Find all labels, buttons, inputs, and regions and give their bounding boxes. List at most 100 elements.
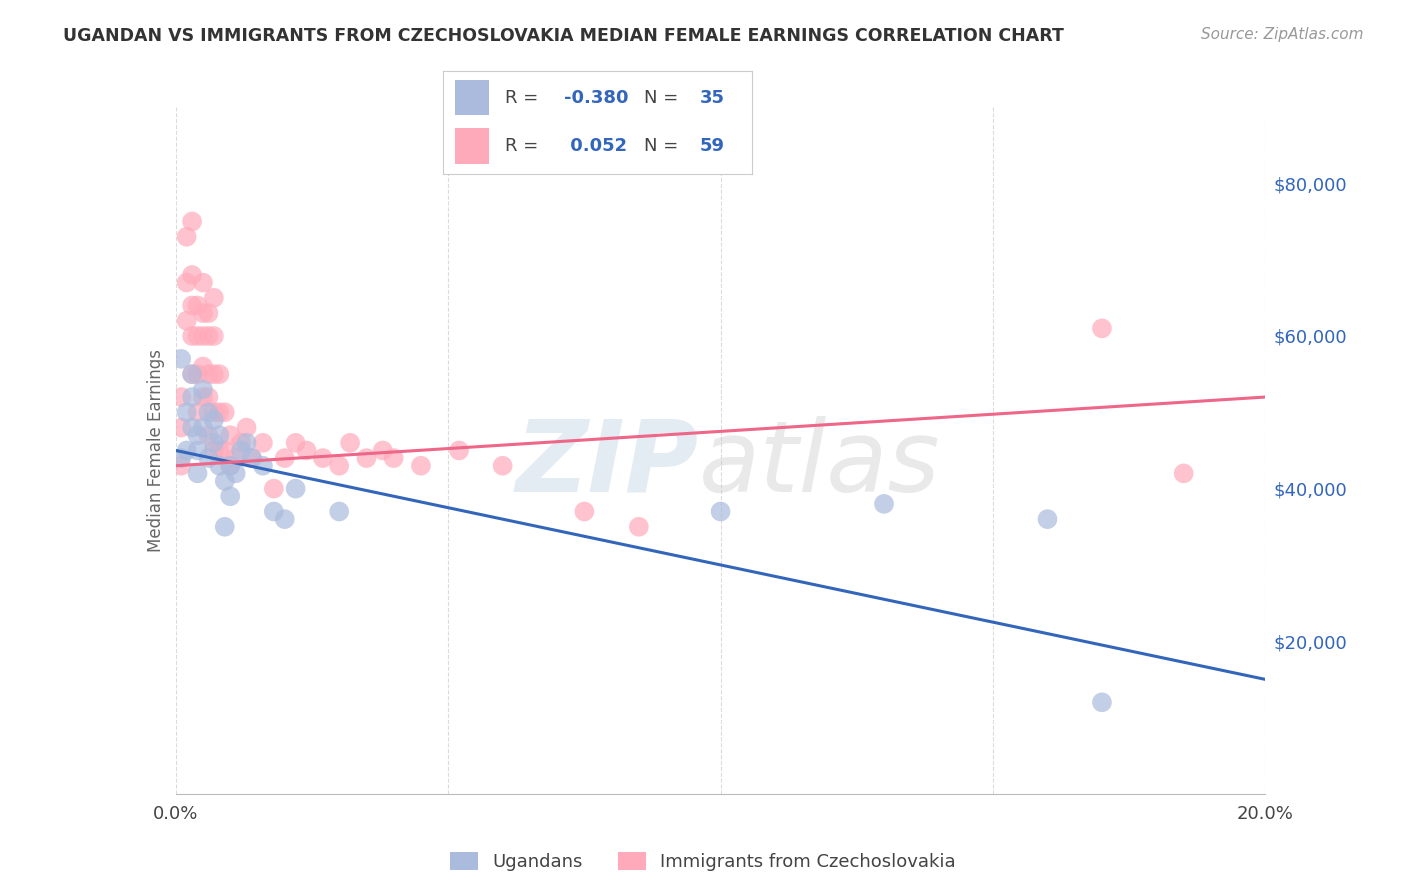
Point: [170, 351, 193, 366]
Text: N =: N =: [644, 137, 683, 155]
Point: [263, 482, 285, 496]
Point: [214, 405, 236, 419]
Point: [356, 451, 378, 466]
Point: [225, 451, 247, 466]
Point: [170, 420, 193, 434]
Text: atlas: atlas: [699, 416, 941, 513]
Point: [186, 329, 209, 343]
Point: [574, 504, 596, 518]
Point: [202, 435, 225, 450]
Point: [447, 443, 470, 458]
Point: [176, 405, 198, 419]
Point: [231, 435, 253, 450]
Point: [214, 520, 236, 534]
Point: [235, 420, 257, 434]
Point: [274, 451, 297, 466]
Point: [197, 428, 219, 442]
Point: [191, 306, 214, 320]
Text: 35: 35: [700, 89, 724, 107]
Point: [181, 367, 204, 381]
Point: [263, 504, 285, 518]
Point: [202, 367, 225, 381]
Point: [202, 443, 225, 458]
Point: [186, 298, 209, 312]
Point: [202, 413, 225, 427]
Point: [181, 390, 204, 404]
Text: UGANDAN VS IMMIGRANTS FROM CZECHOSLOVAKIA MEDIAN FEMALE EARNINGS CORRELATION CHA: UGANDAN VS IMMIGRANTS FROM CZECHOSLOVAKI…: [63, 27, 1064, 45]
Point: [492, 458, 515, 473]
Point: [170, 390, 193, 404]
Point: [176, 314, 198, 328]
Text: Source: ZipAtlas.com: Source: ZipAtlas.com: [1201, 27, 1364, 42]
Point: [208, 405, 231, 419]
Point: [197, 405, 219, 419]
Point: [382, 451, 405, 466]
Point: [186, 428, 209, 442]
Text: R =: R =: [505, 89, 544, 107]
Point: [208, 367, 231, 381]
Point: [710, 504, 733, 518]
FancyBboxPatch shape: [456, 128, 489, 163]
Point: [371, 443, 394, 458]
Point: [181, 420, 204, 434]
Point: [295, 443, 318, 458]
Point: [252, 458, 274, 473]
Point: [191, 276, 214, 290]
Point: [186, 467, 209, 481]
Point: [312, 451, 335, 466]
Point: [274, 512, 297, 526]
Point: [191, 329, 214, 343]
Point: [225, 467, 247, 481]
Point: [197, 329, 219, 343]
Point: [627, 520, 650, 534]
Point: [186, 443, 209, 458]
Point: [181, 367, 204, 381]
Point: [191, 420, 214, 434]
Y-axis label: Median Female Earnings: Median Female Earnings: [146, 349, 165, 552]
Text: ZIP: ZIP: [516, 416, 699, 513]
Point: [240, 451, 263, 466]
Point: [181, 214, 204, 228]
Point: [176, 443, 198, 458]
Point: [328, 458, 350, 473]
FancyBboxPatch shape: [456, 79, 489, 115]
Point: [170, 458, 193, 473]
Point: [186, 367, 209, 381]
Point: [186, 405, 209, 419]
Text: 0.052: 0.052: [564, 137, 627, 155]
Point: [873, 497, 896, 511]
Point: [197, 367, 219, 381]
Point: [1091, 695, 1114, 709]
Legend: Ugandans, Immigrants from Czechoslovakia: Ugandans, Immigrants from Czechoslovakia: [443, 845, 963, 879]
Point: [252, 435, 274, 450]
Point: [181, 268, 204, 282]
Point: [176, 276, 198, 290]
Point: [328, 504, 350, 518]
Point: [1173, 467, 1195, 481]
Point: [181, 329, 204, 343]
Text: N =: N =: [644, 89, 683, 107]
Point: [208, 443, 231, 458]
Point: [214, 443, 236, 458]
Point: [284, 482, 307, 496]
Point: [191, 359, 214, 374]
Point: [214, 474, 236, 488]
Point: [202, 405, 225, 419]
Point: [235, 435, 257, 450]
Point: [219, 428, 242, 442]
Point: [191, 390, 214, 404]
Point: [284, 435, 307, 450]
Point: [219, 489, 242, 503]
Point: [219, 458, 242, 473]
Point: [191, 383, 214, 397]
Text: 59: 59: [700, 137, 724, 155]
Point: [1091, 321, 1114, 335]
Point: [240, 451, 263, 466]
Point: [197, 390, 219, 404]
Point: [197, 306, 219, 320]
Point: [219, 458, 242, 473]
Point: [181, 298, 204, 312]
Point: [409, 458, 432, 473]
Point: [202, 291, 225, 305]
Point: [339, 435, 361, 450]
